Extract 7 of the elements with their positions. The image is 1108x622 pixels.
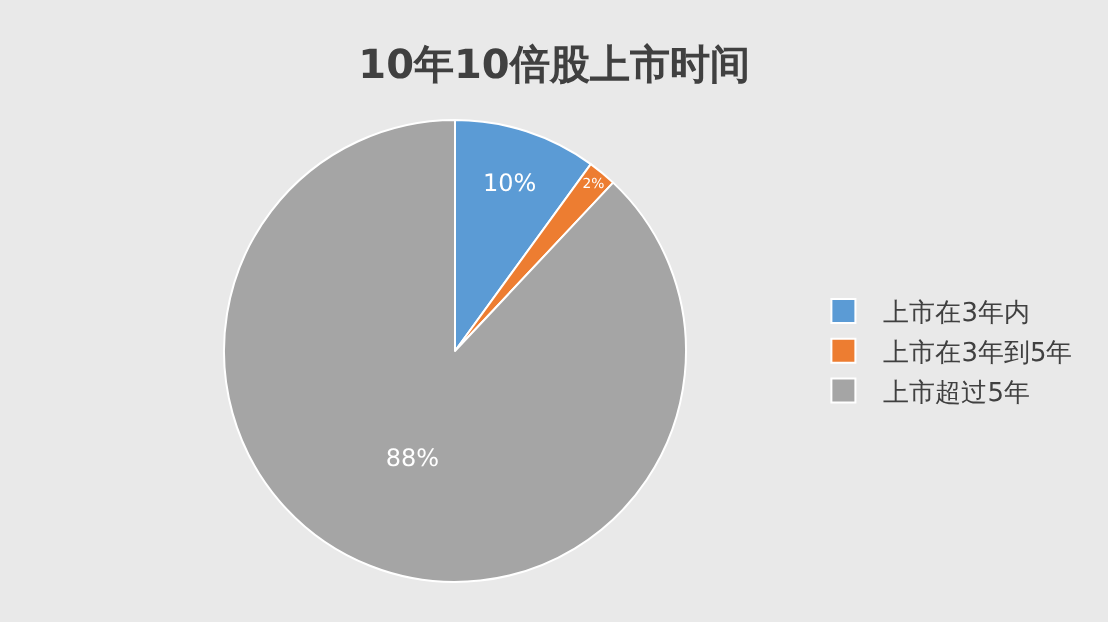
- chart-title: 10年10倍股上市时间: [358, 39, 750, 88]
- pie-slice: [223, 119, 687, 583]
- data-label: 88%: [385, 444, 440, 473]
- legend-label: 上市超过5年: [883, 378, 1030, 409]
- legend-label: 上市在3年内: [883, 299, 1030, 330]
- data-label: 10%: [482, 169, 537, 198]
- legend-label: 上市在3年到5年: [883, 338, 1073, 369]
